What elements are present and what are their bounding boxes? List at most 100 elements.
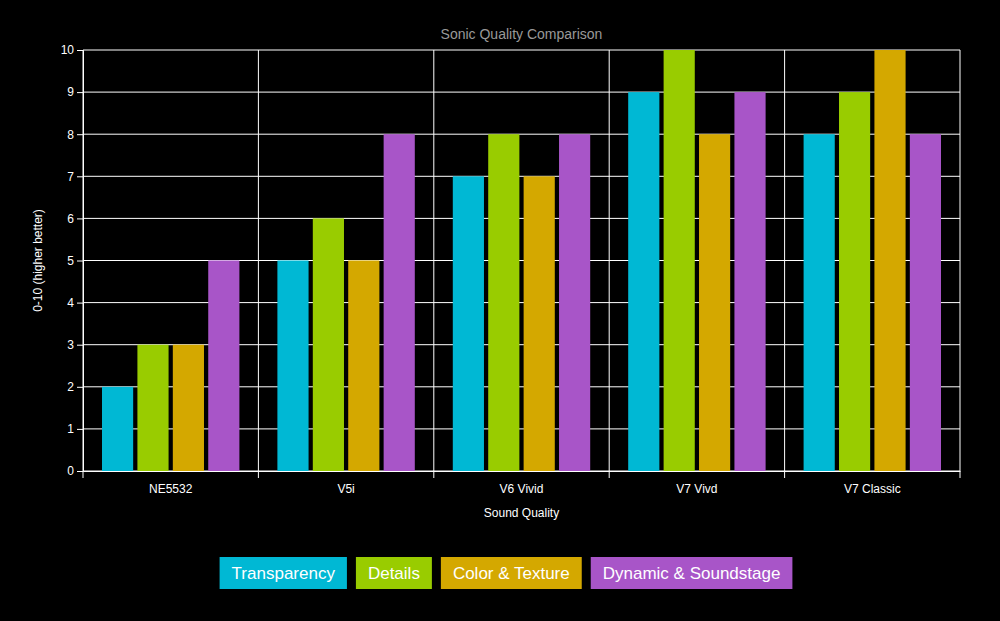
bar <box>137 345 168 471</box>
bar <box>102 387 133 471</box>
legend-item: Dynamic & Soundstage <box>591 557 793 589</box>
bars <box>102 50 941 471</box>
legend-item: Transparency <box>220 557 347 589</box>
tick-label: V7 Classic <box>844 482 901 496</box>
bar <box>804 134 835 471</box>
tick: 1 <box>67 422 83 436</box>
tick-label: 3 <box>67 338 74 352</box>
bar-series <box>208 92 941 471</box>
tick-mark <box>77 471 83 472</box>
tick-label: V7 Vivd <box>676 482 717 496</box>
category-divider <box>258 50 259 478</box>
tick: V5i <box>337 482 354 496</box>
legend-swatch <box>220 557 347 589</box>
x-axis-title: Sound Quality <box>484 506 559 520</box>
tick: V7 Vivd <box>676 482 717 496</box>
tick: V6 Vivid <box>500 482 544 496</box>
legend-swatch <box>591 557 793 589</box>
legend-label: Transparency <box>232 564 336 583</box>
bar <box>628 92 659 471</box>
tick-label: 10 <box>61 43 75 57</box>
category-divider <box>433 50 434 478</box>
bar-series <box>102 92 835 471</box>
axis-line <box>84 471 961 472</box>
chart: 0 1 2 3 4 5 6 7 8 9 10 NE5532 V5i V6 Vivid V7 Vivd V7 C… <box>0 0 1000 621</box>
bar-series <box>137 50 870 471</box>
category-divider <box>609 50 610 478</box>
tick-mark <box>77 50 83 51</box>
tick: 4 <box>67 296 83 310</box>
tick: 7 <box>67 170 83 184</box>
tick: 2 <box>67 380 83 394</box>
bar <box>173 345 204 471</box>
bar <box>488 134 519 471</box>
category-divider <box>960 50 961 478</box>
bar <box>664 50 695 471</box>
bar <box>348 261 379 472</box>
y-axis-title: 0-10 (higher better) <box>31 209 45 312</box>
tick-label: V5i <box>337 482 354 496</box>
bar <box>839 92 870 471</box>
tick: 5 <box>67 254 83 268</box>
bar <box>524 176 555 471</box>
tick-mark <box>77 218 83 219</box>
tick-mark <box>77 176 83 177</box>
tick-label: 6 <box>67 212 74 226</box>
tick: 0 <box>67 464 83 478</box>
tick-label: V6 Vivid <box>500 482 544 496</box>
tick-mark <box>77 345 83 346</box>
title: Sonic Quality Comparison <box>441 26 603 42</box>
bar <box>208 261 239 472</box>
tick-mark <box>77 303 83 304</box>
bar <box>277 261 308 472</box>
legend-label: Color & Texture <box>453 564 570 583</box>
tick-label: 0 <box>67 464 74 478</box>
legend-label: Dynamic & Soundstage <box>603 564 781 583</box>
category-divider <box>784 50 785 478</box>
x-axis: NE5532 V5i V6 Vivid V7 Vivd V7 Classic <box>84 472 961 496</box>
legend-swatch <box>441 557 582 589</box>
grid-line <box>83 92 960 93</box>
legend-swatch <box>356 557 432 589</box>
tick-label: 7 <box>67 170 74 184</box>
tick: 8 <box>67 128 83 142</box>
y-axis: 0 1 2 3 4 5 6 7 8 9 10 <box>61 43 84 478</box>
bar <box>313 218 344 471</box>
tick: 10 <box>61 43 83 57</box>
bar <box>453 176 484 471</box>
tick-mark <box>77 387 83 388</box>
tick: 9 <box>67 85 83 99</box>
tick-label: 8 <box>67 128 74 142</box>
bar-series <box>173 50 906 471</box>
legend-item: Color & Texture <box>441 557 582 589</box>
tick: 6 <box>67 212 83 226</box>
tick-mark <box>77 261 83 262</box>
bar <box>734 92 765 471</box>
bar <box>699 134 730 471</box>
grid-line <box>83 50 960 51</box>
legend-item: Details <box>356 557 432 589</box>
tick: V7 Classic <box>844 482 901 496</box>
legend: Transparency Details Color & Texture Dynami… <box>220 557 793 589</box>
axis-line <box>77 51 84 472</box>
tick-label: 5 <box>67 254 74 268</box>
tick-label: 4 <box>67 296 74 310</box>
tick-mark <box>77 92 83 93</box>
tick-label: NE5532 <box>149 482 193 496</box>
x-dividers <box>83 50 960 478</box>
y-grid <box>83 50 960 471</box>
tick: NE5532 <box>149 482 193 496</box>
background <box>0 0 1000 621</box>
tick-mark <box>77 429 83 430</box>
tick-mark <box>77 134 83 135</box>
plot: 0 1 2 3 4 5 6 7 8 9 10 NE5532 V5i V6 Vivid V7 Vivd V7 C… <box>61 43 961 495</box>
legend-label: Details <box>368 564 420 583</box>
tick-label: 9 <box>67 85 74 99</box>
bar <box>874 50 905 471</box>
tick-label: 2 <box>67 380 74 394</box>
bar <box>559 134 590 471</box>
bar <box>910 134 941 471</box>
bar <box>384 134 415 471</box>
tick: 3 <box>67 338 83 352</box>
tick-label: 1 <box>67 422 74 436</box>
